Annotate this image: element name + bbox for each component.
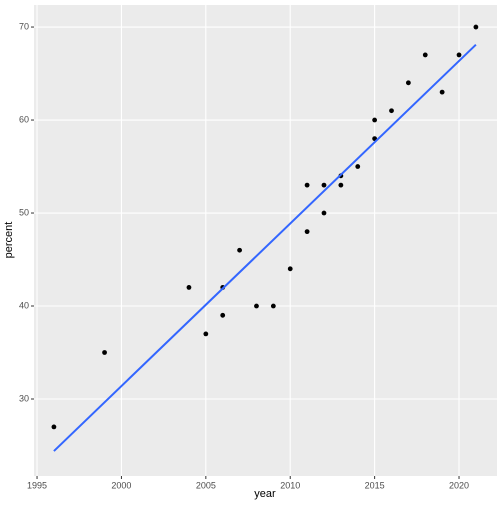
panel — [34, 5, 497, 476]
point — [389, 108, 394, 114]
point — [304, 229, 310, 235]
x-tick-label: 2005 — [196, 480, 216, 490]
point — [254, 303, 259, 309]
y-axis-title: percent — [3, 222, 15, 259]
point — [270, 303, 276, 309]
point — [372, 117, 378, 123]
point — [338, 182, 344, 188]
point — [287, 266, 293, 272]
y-tick-label: 40 — [19, 300, 29, 310]
y-tick-label: 70 — [19, 21, 29, 31]
point — [203, 331, 209, 337]
x-tick-label: 2020 — [449, 480, 469, 490]
point — [304, 182, 310, 188]
x-axis-title: year — [254, 488, 276, 500]
y-tick-label: 60 — [19, 114, 29, 124]
point — [321, 182, 327, 188]
point — [102, 350, 107, 355]
point — [405, 80, 411, 86]
y-tick-label: 30 — [19, 393, 29, 403]
point — [422, 52, 428, 58]
fit-line — [53, 43, 477, 452]
y-tick-label: 50 — [19, 207, 29, 217]
point — [321, 210, 327, 216]
point — [220, 312, 226, 318]
point — [51, 424, 57, 430]
point — [237, 247, 242, 253]
x-tick-label: 2010 — [280, 480, 300, 490]
point — [186, 285, 192, 290]
point — [439, 89, 445, 95]
point — [456, 52, 462, 58]
point — [355, 164, 361, 169]
point — [473, 24, 479, 30]
x-tick-label: 2000 — [111, 480, 131, 490]
x-tick-label: 1995 — [27, 480, 47, 490]
x-tick-label: 2015 — [365, 480, 385, 490]
